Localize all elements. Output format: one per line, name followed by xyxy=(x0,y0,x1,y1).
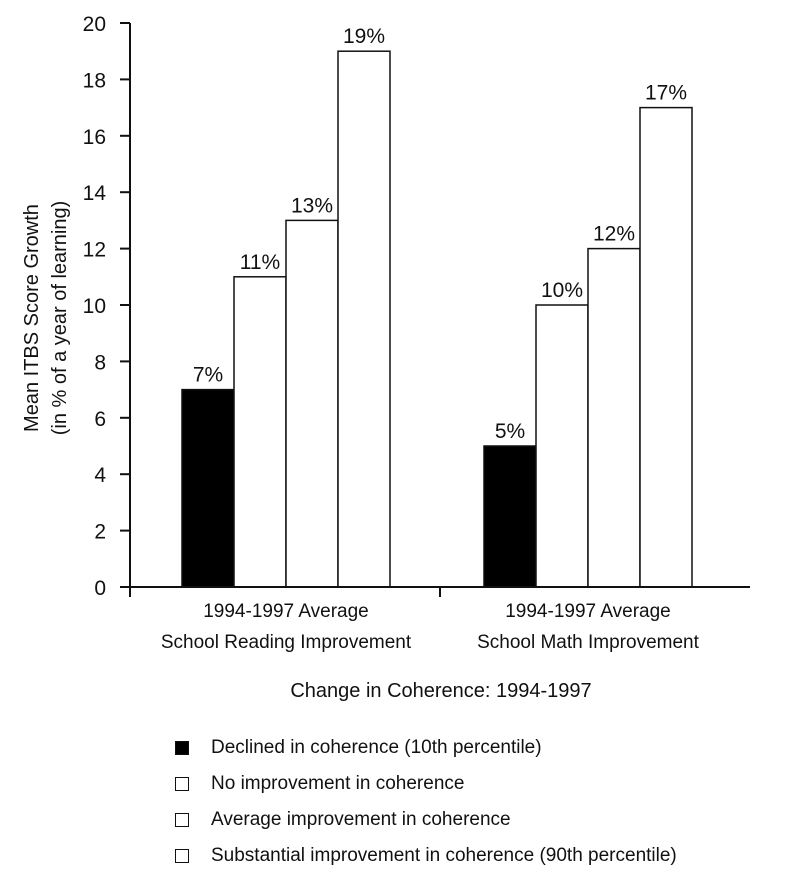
bar xyxy=(181,388,235,588)
legend-swatch-substantial xyxy=(175,849,189,863)
category-label-line2: School Math Improvement xyxy=(477,632,699,653)
legend-label: Declined in coherence (10th percentile) xyxy=(211,737,542,758)
y-tick-label: 8 xyxy=(94,351,106,374)
legend-swatch-no-improvement xyxy=(175,777,189,791)
y-axis-title-line1: Mean ITBS Score Growth xyxy=(21,204,43,432)
legend-label: No improvement in coherence xyxy=(211,773,465,794)
y-tick-label: 20 xyxy=(83,13,106,36)
bar-value-label: 7% xyxy=(193,364,223,387)
y-axis-title-line2: (in % of a year of learning) xyxy=(49,201,71,436)
x-axis-ticks xyxy=(129,587,441,597)
bar xyxy=(337,50,391,588)
bar xyxy=(483,445,537,588)
y-tick-label: 12 xyxy=(83,239,106,262)
legend-item: Declined in coherence (10th percentile) xyxy=(175,730,677,766)
legend-item: No improvement in coherence xyxy=(175,766,677,802)
bar-value-label: 12% xyxy=(593,223,635,246)
y-tick-label: 4 xyxy=(94,464,106,487)
y-tick-label: 10 xyxy=(83,295,106,318)
bars xyxy=(181,50,693,588)
category-label-line1: 1994-1997 Average xyxy=(203,601,369,622)
y-tick-label: 16 xyxy=(83,126,106,149)
legend-label: Substantial improvement in coherence (90… xyxy=(211,845,677,866)
legend-swatch-average xyxy=(175,813,189,827)
data-labels: 7% 11% 13% 19% 5% 10% 12% 17% xyxy=(193,25,687,443)
y-tick-label: 2 xyxy=(94,521,106,544)
bar xyxy=(535,304,589,588)
bar xyxy=(233,276,287,588)
legend-item: Substantial improvement in coherence (90… xyxy=(175,838,677,874)
bar-value-label: 5% xyxy=(495,420,525,443)
bar-value-label: 11% xyxy=(240,251,280,274)
legend-item: Average improvement in coherence xyxy=(175,802,677,838)
y-tick-label: 6 xyxy=(94,408,106,431)
y-tick-label: 0 xyxy=(94,577,106,600)
bar-value-label: 13% xyxy=(291,194,333,217)
y-tick-label: 14 xyxy=(83,182,107,205)
bar-value-label: 19% xyxy=(343,25,385,48)
bar xyxy=(587,247,641,588)
category-label-line1: 1994-1997 Average xyxy=(505,601,671,622)
bar-value-label: 10% xyxy=(541,279,583,302)
legend-label: Average improvement in coherence xyxy=(211,809,511,830)
y-tick-label: 18 xyxy=(83,69,106,92)
bar-value-label: 17% xyxy=(645,82,687,105)
legend-swatch-declined xyxy=(175,741,189,755)
bar xyxy=(639,106,693,588)
bar xyxy=(285,219,339,588)
legend: Declined in coherence (10th percentile) … xyxy=(175,730,677,874)
x-axis-title: Change in Coherence: 1994-1997 xyxy=(290,680,591,702)
y-axis-ticks: 0 2 4 6 8 10 12 14 16 18 20 xyxy=(83,13,130,600)
category-labels: 1994-1997 Average School Reading Improvem… xyxy=(161,601,700,653)
category-label-line2: School Reading Improvement xyxy=(161,632,412,653)
